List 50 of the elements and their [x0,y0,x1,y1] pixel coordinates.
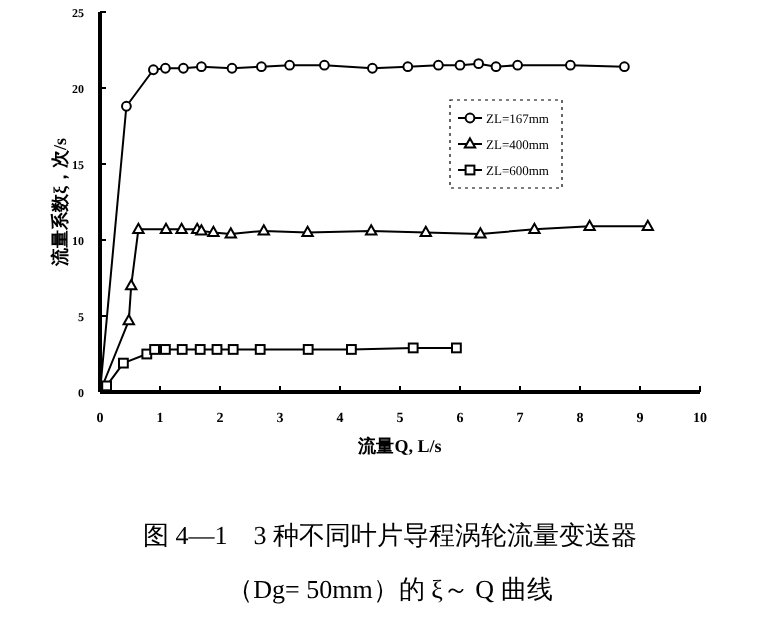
point [319,59,330,71]
point [512,59,523,71]
point [196,61,207,73]
text: （Dg= 50mm）的 ξ～ Q 曲线 [227,574,553,604]
point [254,344,266,355]
point [367,62,378,74]
point [175,222,188,234]
point [148,64,159,76]
point [490,61,502,73]
point [224,227,237,239]
point [159,222,173,234]
point [583,219,596,231]
point [565,59,576,71]
point [122,313,135,326]
point [226,62,238,74]
point [284,59,295,71]
point [407,342,419,354]
point [194,344,206,355]
point [402,61,414,73]
point [256,61,267,73]
point [619,61,630,73]
point [160,344,171,355]
point [176,344,188,355]
point [207,225,220,237]
point [121,100,132,112]
point [211,344,223,355]
point [301,225,314,237]
point [454,59,466,71]
point [302,344,314,355]
point [451,342,462,354]
point [132,222,145,234]
point [419,225,432,237]
point [125,279,138,291]
caption: 图 4—1 3 种不同叶片导程涡轮流量变送器 [143,520,637,550]
point [149,344,160,355]
point [160,62,171,74]
point [365,224,378,236]
point [178,62,189,74]
point [641,219,654,231]
point [473,58,484,70]
point [346,344,357,355]
y-axis-title: 流量系数ξ，次/s [50,136,70,269]
x-axis-title: 流量Q, L/s [356,436,443,456]
point [195,224,208,236]
point [474,227,487,239]
point [118,357,129,369]
point [433,59,444,71]
point [528,222,541,234]
point [227,344,239,355]
point [257,224,270,236]
